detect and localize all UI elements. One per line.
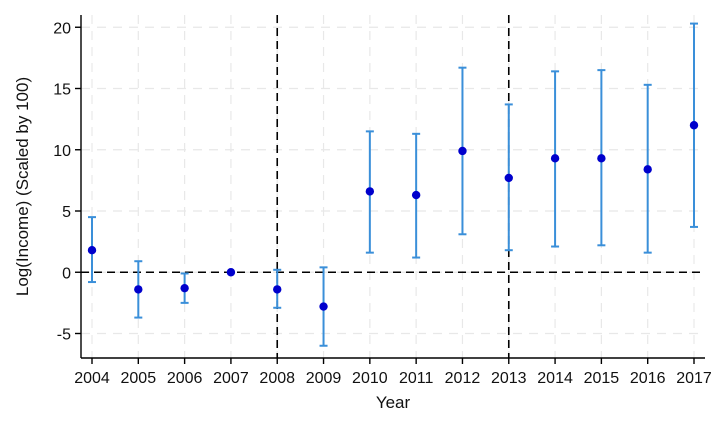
x-tick-label: 2013 [491,370,527,387]
x-tick-label: 2007 [213,370,249,387]
x-tick-label: 2004 [74,370,110,387]
y-tick-label: 5 [62,204,71,221]
data-point [87,246,97,255]
axes: -5 0 5 10 15 20 2004 2005 2006 2007 2008 2009 2010 20… [53,15,712,387]
data-point [504,173,513,183]
data-point [134,285,143,294]
x-tick-label: 2010 [352,370,388,387]
grid-lines [81,15,705,358]
x-tick-label: 2006 [167,370,203,387]
data-point [550,154,560,163]
y-axis-title: Log(Income) (Scaled by 100) [13,77,32,296]
confidence-intervals [88,22,698,347]
y-tick-label: -5 [57,327,71,344]
x-tick-label: 2009 [306,370,342,387]
x-tick-label: 2017 [676,370,712,387]
data-point [597,154,606,163]
x-tick-label: 2016 [630,370,666,387]
point-estimates [87,121,699,311]
y-tick-label: 15 [53,82,71,99]
data-point [643,165,652,174]
x-tick-label: 2014 [537,370,573,387]
data-point [689,121,699,130]
data-point [319,302,328,311]
data-point [411,190,421,200]
data-point [365,187,375,196]
x-axis-title: Year [376,393,411,412]
data-point [180,283,189,293]
reference-lines [81,15,705,358]
y-tick-label: 0 [62,265,71,282]
data-point [226,268,236,277]
data-point [458,146,467,156]
y-tick-label: 10 [53,143,71,160]
x-tick-label: 2011 [399,370,434,387]
x-tick-label: 2008 [259,370,295,387]
x-tick-label: 2005 [121,370,157,387]
y-tick-label: 20 [53,20,71,37]
x-tick-label: 2012 [445,370,481,387]
x-tick-label: 2015 [584,370,620,387]
data-point [273,285,282,294]
